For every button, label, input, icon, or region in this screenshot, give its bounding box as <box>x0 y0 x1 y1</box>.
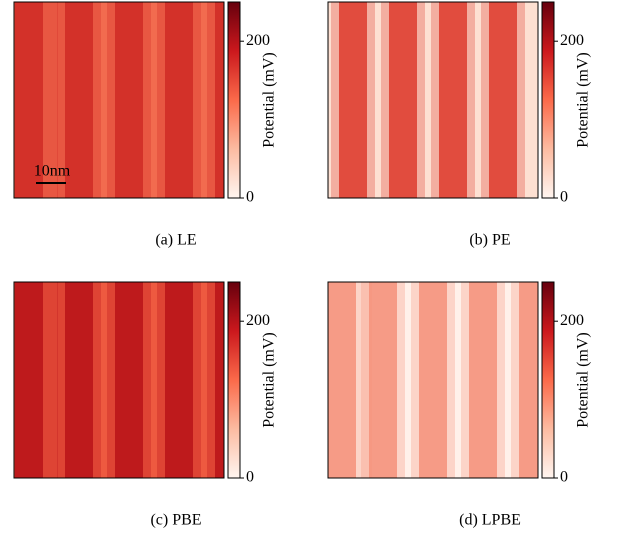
colorbar-tick-label: 200 <box>246 312 270 329</box>
heatmap-stripe-edge <box>14 282 58 478</box>
heatmap-stripe <box>115 282 143 478</box>
colorbar-tick-label: 0 <box>560 189 568 206</box>
colorbar-tick-label: 200 <box>560 312 584 329</box>
colorbar-label: Potential (mV) <box>575 52 592 148</box>
heatmap-stripe-edge <box>331 2 375 198</box>
colorbar-tick-label: 0 <box>246 469 254 486</box>
colorbar-tick-label: 0 <box>246 189 254 206</box>
colorbar-label: Potential (mV) <box>575 332 592 428</box>
heatmap-frame <box>13 281 225 479</box>
heatmap-stripe-edge <box>157 282 201 478</box>
heatmap-frame <box>327 1 539 199</box>
scale-bar-label: 10nm <box>34 163 71 180</box>
colorbar <box>541 281 555 479</box>
heatmap-stripe <box>215 2 224 198</box>
caption: (d) LPBE <box>459 512 521 529</box>
heatmap-stripe <box>15 282 43 478</box>
heatmap-stripe-edge <box>107 282 151 478</box>
heatmap-stripe <box>519 282 538 478</box>
heatmap-frame <box>13 1 225 199</box>
colorbar <box>227 281 241 479</box>
heatmap-frame <box>327 281 539 479</box>
heatmap-stripe <box>15 2 43 198</box>
heatmap-stripe-edge <box>431 2 475 198</box>
heatmap-stripe <box>165 282 193 478</box>
colorbar-tick-label: 200 <box>246 32 270 49</box>
heatmap-stripe <box>369 282 397 478</box>
heatmap-stripe-edge <box>381 2 425 198</box>
heatmap-stripe <box>489 2 517 198</box>
heatmap-stripe <box>439 2 467 198</box>
heatmap-stripe-edge <box>207 282 224 478</box>
heatmap-stripe-edge <box>328 282 372 478</box>
heatmap-stripe-edge <box>57 2 101 198</box>
heatmap-stripe <box>115 2 143 198</box>
heatmap-stripe <box>328 282 356 478</box>
colorbar-tick-label: 0 <box>560 469 568 486</box>
colorbar-label: Potential (mV) <box>261 332 278 428</box>
heatmap-stripe <box>215 282 224 478</box>
heatmap-stripe-edge <box>207 2 224 198</box>
colorbar-tick-label: 200 <box>560 32 584 49</box>
heatmap-stripe <box>419 282 447 478</box>
caption: (c) PBE <box>150 512 201 529</box>
heatmap-stripe-edge <box>461 282 505 478</box>
heatmap-stripe <box>469 282 497 478</box>
caption: (a) LE <box>155 232 196 249</box>
colorbar <box>541 1 555 199</box>
heatmap-stripe-edge <box>157 2 201 198</box>
colorbar <box>227 1 241 199</box>
heatmap-stripe <box>165 2 193 198</box>
colorbar-label: Potential (mV) <box>261 52 278 148</box>
heatmap-stripe-edge <box>481 2 525 198</box>
heatmap-stripe-edge <box>361 282 405 478</box>
heatmap-stripe <box>65 282 93 478</box>
heatmap-stripe-edge <box>511 282 538 478</box>
heatmap-stripe <box>389 2 417 198</box>
caption: (b) PE <box>469 232 510 249</box>
heatmap-stripe <box>65 2 93 198</box>
heatmap-stripe-edge <box>57 282 101 478</box>
heatmap-stripe-edge <box>411 282 455 478</box>
heatmap-stripe <box>339 2 367 198</box>
heatmap-stripe-edge <box>107 2 151 198</box>
heatmap-stripe-edge <box>14 2 58 198</box>
